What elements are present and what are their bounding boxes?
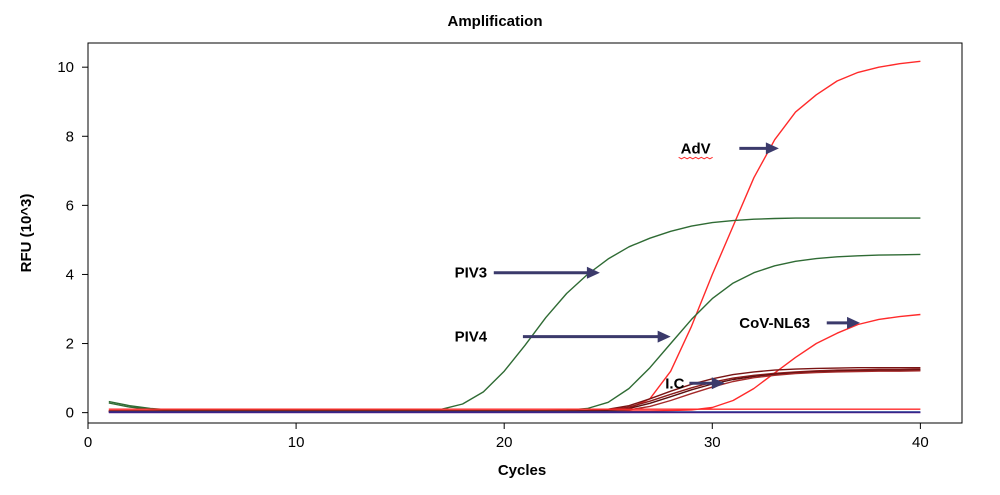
annotation-label-0: AdV [681,140,711,157]
x-axis-label: Cycles [498,462,546,479]
annotation-arrow-head-3 [847,316,861,329]
series-line-7 [108,370,921,413]
y-tick-label-5: 10 [57,59,74,76]
y-tick-label-2: 4 [66,266,74,283]
annotation-label-1: PIV3 [455,265,488,282]
chart-title: Amplification [447,13,542,30]
annotation-label-2: PIV4 [455,329,488,346]
y-tick-label-4: 8 [66,128,74,145]
series-line-4 [108,367,921,412]
annotation-arrow-head-0 [765,142,779,155]
x-tick-label-3: 30 [704,434,721,451]
y-tick-label-1: 2 [66,336,74,353]
annotations: AdV PIV3 PIV4 CoV-NL63 I.C [455,140,861,392]
annotation-arrow-head-2 [657,330,671,343]
y-axis-label: RFU (10^3) [18,194,35,273]
y-tick-label-0: 0 [66,405,74,422]
series-line-2 [108,253,921,412]
annotation-label-3: CoV-NL63 [739,315,810,332]
series-lines [108,60,921,414]
plot-area-frame [87,42,963,424]
series-line-6 [108,369,921,413]
annotation-arrow-head-4 [711,377,725,390]
x-tick-label-1: 10 [288,434,305,451]
x-tick-label-0: 0 [84,434,92,451]
annotation-arrow-head-1 [586,266,600,279]
x-tick-label-4: 40 [912,434,929,451]
y-tick-label-3: 6 [66,197,74,214]
annotation-label-4: I.C [665,375,684,392]
series-line-5 [108,368,921,412]
annotation-underline [678,156,713,160]
axis-ticks: 0 10 20 30 40 0 2 4 6 8 10 [57,59,928,451]
x-tick-label-2: 20 [496,434,513,451]
